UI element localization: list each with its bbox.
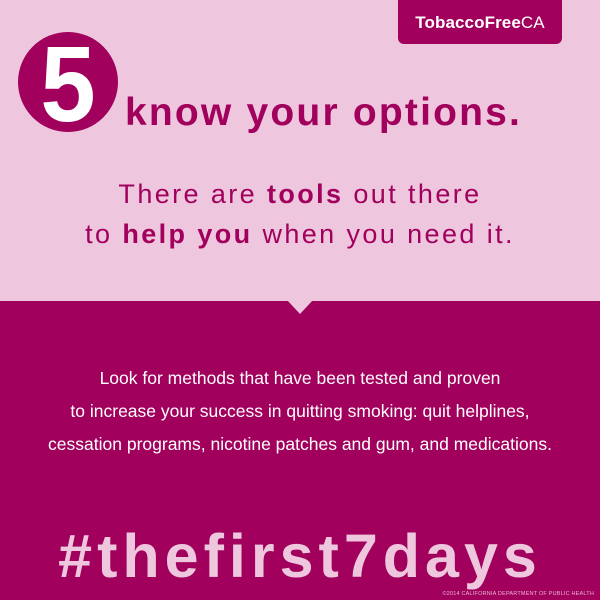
body-line: to increase your success in quitting smo… xyxy=(70,401,530,421)
campaign-hashtag: #thefirst7days xyxy=(58,522,542,590)
speech-pointer xyxy=(287,300,313,314)
subheading-text: There are xyxy=(118,179,267,209)
subheading-line-2: to help you when you need it. xyxy=(0,214,600,254)
subheading-emphasis: help you xyxy=(122,219,253,249)
subheading-emphasis: tools xyxy=(266,179,344,209)
step-heading: know your options. xyxy=(125,91,523,134)
subheading-line-1: There are tools out there xyxy=(0,174,600,214)
body-line: Look for methods that have been tested a… xyxy=(99,368,501,388)
body-line: cessation programs, nicotine patches and… xyxy=(48,434,552,454)
subheading: There are tools out there to help you wh… xyxy=(0,174,600,254)
brand-logo-bold: TobaccoFree xyxy=(415,13,521,32)
body-paragraph: Look for methods that have been tested a… xyxy=(0,362,600,461)
subheading-text: to xyxy=(85,219,123,249)
subheading-text: out there xyxy=(343,179,482,209)
bottom-panel xyxy=(0,301,600,600)
step-number-circle: 5 xyxy=(18,32,118,132)
brand-logo-light: CA xyxy=(520,13,545,32)
copyright-notice: ©2014 CALIFORNIA DEPARTMENT OF PUBLIC HE… xyxy=(442,591,594,597)
subheading-text: when you need it. xyxy=(252,219,515,249)
step-number: 5 xyxy=(40,32,96,132)
brand-logo-tab: TobaccoFreeCA xyxy=(398,0,562,44)
